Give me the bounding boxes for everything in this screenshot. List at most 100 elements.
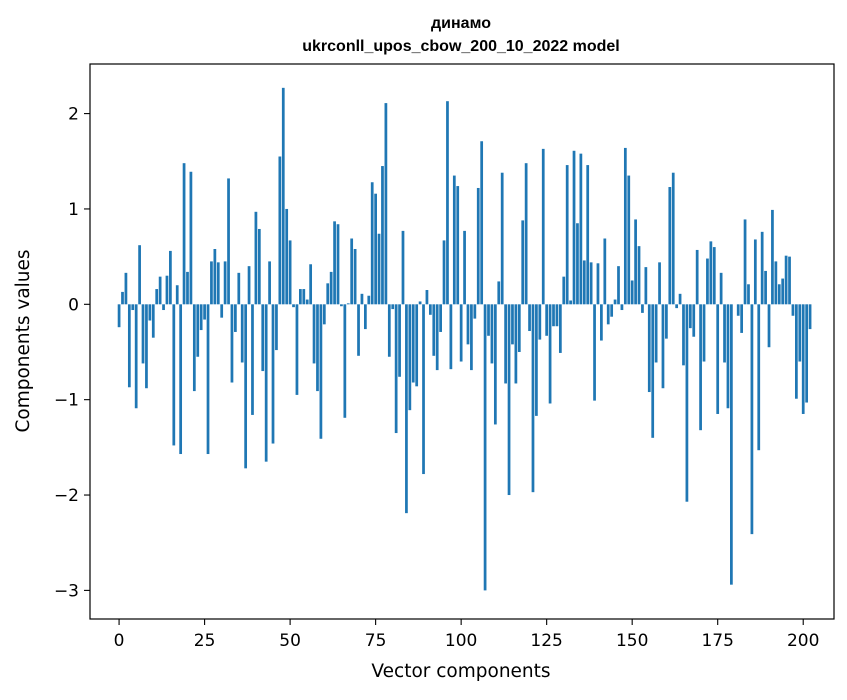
bar (566, 165, 569, 304)
bar (665, 304, 668, 338)
bar (651, 304, 654, 438)
bar (436, 304, 439, 370)
bar (703, 304, 706, 361)
bar (385, 103, 388, 304)
bar (593, 304, 596, 400)
bar (709, 241, 712, 304)
bar (125, 273, 128, 304)
bar (491, 304, 494, 363)
y-tick-label: 2 (68, 105, 79, 125)
bar (118, 304, 121, 327)
x-tick-label: 200 (787, 631, 819, 651)
bar (128, 304, 131, 387)
bar (446, 101, 449, 304)
bar (788, 257, 791, 305)
bar (552, 304, 555, 326)
bar (545, 304, 548, 335)
bar (268, 261, 271, 304)
bar (275, 304, 278, 350)
bar (634, 219, 637, 304)
bar (347, 303, 350, 304)
bar (142, 304, 145, 363)
bar (467, 304, 470, 344)
bar (340, 304, 343, 306)
bar (453, 176, 456, 305)
bar (549, 304, 552, 403)
x-tick-label: 150 (616, 631, 648, 651)
bar (443, 240, 446, 304)
bar (176, 285, 179, 304)
bar (501, 173, 504, 305)
bar (644, 267, 647, 304)
bar (802, 304, 805, 414)
y-tick-label: −2 (54, 486, 79, 506)
bar (532, 304, 535, 492)
bar (470, 304, 473, 370)
bar (559, 304, 562, 353)
bar (768, 304, 771, 347)
bar (792, 304, 795, 315)
bar (648, 304, 651, 392)
bar (405, 304, 408, 513)
chart-subtitle: ukrconll_upos_cbow_200_10_2022 model (302, 38, 619, 55)
x-tick-label: 75 (365, 631, 387, 651)
bar (569, 300, 572, 304)
bar (343, 304, 346, 417)
bar (781, 279, 784, 305)
bar (706, 259, 709, 305)
bar (309, 264, 312, 304)
bar (210, 261, 213, 304)
bar (511, 304, 514, 344)
bar (662, 304, 665, 388)
bar (432, 304, 435, 355)
bar (306, 300, 309, 305)
x-axis-label: Vector components (371, 661, 550, 682)
bar (207, 304, 210, 454)
bar (155, 289, 158, 304)
bar (337, 224, 340, 304)
bar (590, 262, 593, 304)
bar (518, 304, 521, 352)
x-tick-label: 100 (445, 631, 477, 651)
bar (484, 304, 487, 590)
bar (757, 304, 760, 450)
bar (138, 245, 141, 304)
bar (497, 281, 500, 304)
bar (224, 261, 227, 304)
bar (231, 304, 234, 382)
bar (326, 283, 329, 304)
bar (217, 262, 220, 304)
bar (227, 178, 230, 304)
bar (350, 239, 353, 305)
bar (655, 304, 658, 362)
bar (603, 239, 606, 305)
bar (302, 289, 305, 304)
x-tick-label: 50 (279, 631, 301, 651)
bar (473, 304, 476, 318)
bar (265, 304, 268, 461)
x-tick-label: 175 (701, 631, 733, 651)
bar (778, 284, 781, 304)
bar (720, 273, 723, 304)
bar (234, 304, 237, 332)
bar (429, 304, 432, 314)
bar (248, 266, 251, 304)
bar (631, 280, 634, 304)
bar (121, 292, 124, 304)
bar (583, 260, 586, 304)
y-axis-label: Components values (13, 249, 34, 432)
bar (244, 304, 247, 468)
bar (508, 304, 511, 495)
bar (272, 304, 275, 443)
bar (439, 304, 442, 332)
bar (299, 289, 302, 304)
bars-group (118, 88, 812, 591)
bar (190, 172, 193, 305)
bar (679, 294, 682, 304)
bar (200, 304, 203, 330)
bar (412, 304, 415, 382)
bar (388, 304, 391, 356)
bar (450, 304, 453, 369)
